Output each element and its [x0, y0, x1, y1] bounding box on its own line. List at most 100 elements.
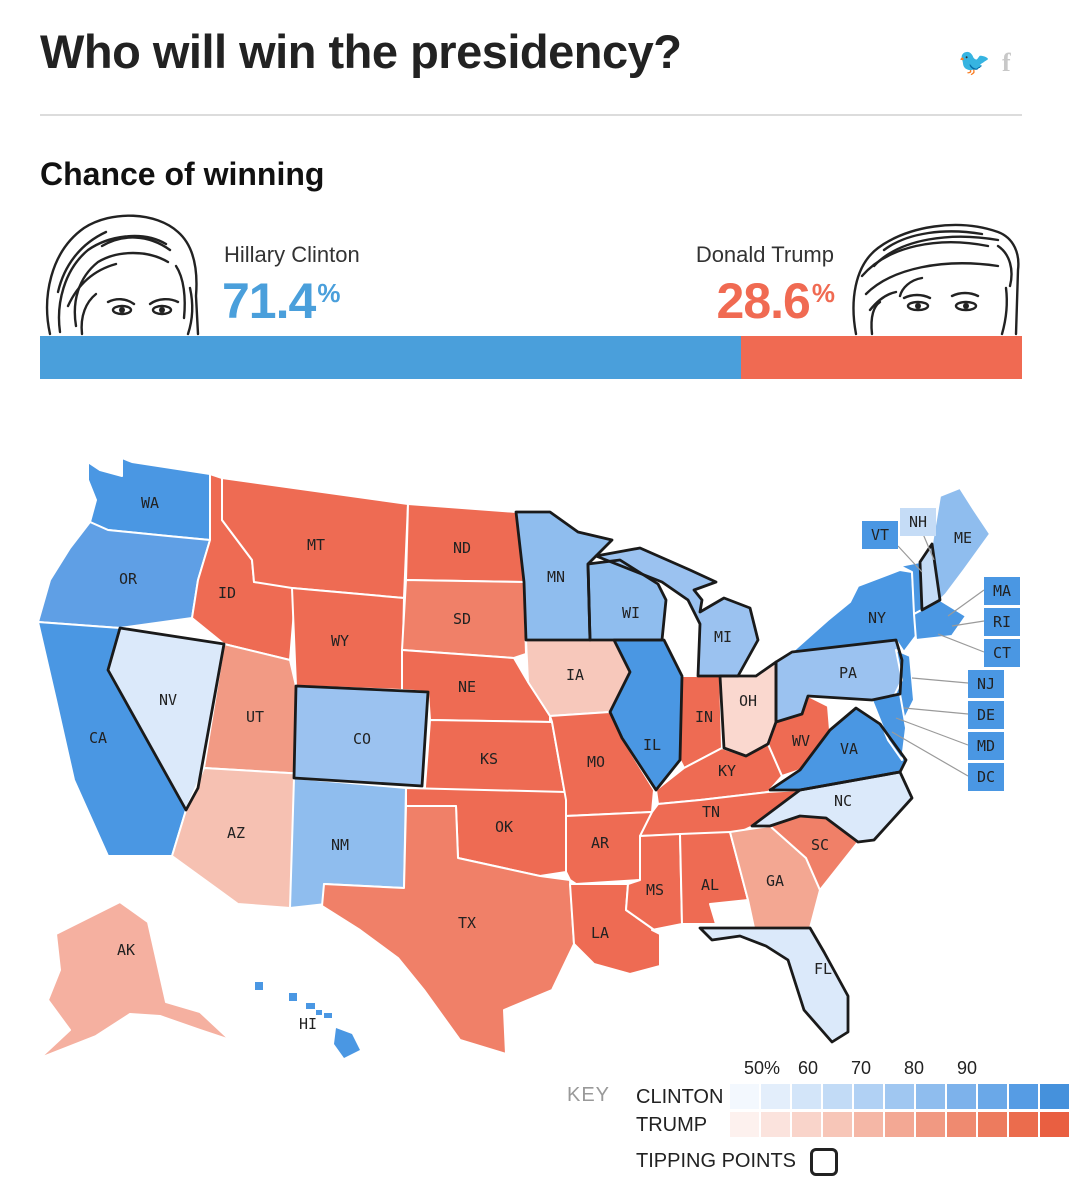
- legend-trump-swatch: [854, 1112, 883, 1137]
- label-OK: OK: [495, 818, 513, 836]
- label-OR: OR: [119, 570, 138, 588]
- label-MI: MI: [714, 628, 732, 646]
- legend-clinton-swatch: [792, 1084, 821, 1109]
- label-LA: LA: [591, 924, 609, 942]
- legend-clinton-swatch: [730, 1084, 759, 1109]
- legend-trump-scale: [730, 1112, 1071, 1137]
- legend-trump-swatch: [885, 1112, 914, 1137]
- label-IA: IA: [566, 666, 584, 684]
- label-PA: PA: [839, 664, 857, 682]
- label-TX: TX: [458, 914, 476, 932]
- label-WA: WA: [141, 494, 159, 512]
- state-ME[interactable]: [931, 487, 991, 601]
- legend-clinton-swatch: [978, 1084, 1007, 1109]
- legend-trump-swatch: [978, 1112, 1007, 1137]
- label-NC: NC: [834, 792, 852, 810]
- state-SD[interactable]: [401, 579, 527, 659]
- legend-tick: 60: [798, 1058, 819, 1078]
- state-FL[interactable]: [699, 927, 849, 1043]
- legend-clinton-label: CLINTON: [636, 1086, 724, 1108]
- state-TX[interactable]: [321, 805, 575, 1055]
- legend-clinton-swatch: [854, 1084, 883, 1109]
- state-box-VT[interactable]: [862, 521, 898, 549]
- clinton-bar-segment: [40, 336, 741, 379]
- label-VT: VT: [871, 526, 889, 544]
- label-IL: IL: [643, 736, 661, 754]
- label-RI: RI: [993, 613, 1011, 631]
- label-MS: MS: [646, 881, 664, 899]
- label-ID: ID: [218, 584, 236, 602]
- state-box-NJ[interactable]: [968, 670, 1004, 698]
- header-divider: [40, 114, 1022, 116]
- probability-bar: [40, 336, 1022, 379]
- legend-clinton-swatch: [1040, 1084, 1069, 1109]
- clinton-percentage: 71.4%: [222, 273, 340, 329]
- legend-clinton-swatch: [761, 1084, 790, 1109]
- label-ME: ME: [954, 529, 972, 547]
- state-box-NH[interactable]: [900, 508, 936, 536]
- state-box-DC[interactable]: [968, 763, 1004, 791]
- state-box-MD[interactable]: [968, 732, 1004, 760]
- state-box-RI[interactable]: [984, 608, 1020, 636]
- label-IN: IN: [695, 708, 713, 726]
- label-DC: DC: [977, 768, 995, 786]
- legend-clinton-swatch: [916, 1084, 945, 1109]
- label-MD: MD: [977, 737, 995, 755]
- label-NV: NV: [159, 691, 177, 709]
- label-NH: NH: [909, 513, 927, 531]
- label-AR: AR: [591, 834, 610, 852]
- state-HI[interactable]: [255, 982, 360, 1058]
- legend-trump-swatch: [823, 1112, 852, 1137]
- legend-tick: 50%: [744, 1058, 781, 1078]
- clinton-portrait: [45, 214, 200, 336]
- label-WV: WV: [792, 732, 810, 750]
- label-CA: CA: [89, 729, 107, 747]
- label-KY: KY: [718, 762, 736, 780]
- label-NM: NM: [331, 836, 349, 854]
- label-ND: ND: [453, 539, 471, 557]
- trump-bar-segment: [741, 336, 1022, 379]
- label-FL: FL: [814, 960, 832, 978]
- label-MT: MT: [307, 536, 325, 554]
- legend-tick: 90: [957, 1058, 978, 1078]
- legend-tipping-label: TIPPING POINTS: [636, 1150, 797, 1172]
- legend-tick: 80: [904, 1058, 925, 1078]
- label-DE: DE: [977, 706, 995, 724]
- legend-trump-swatch: [1009, 1112, 1038, 1137]
- trump-percentage: 28.6%: [716, 273, 835, 329]
- state-box-DE[interactable]: [968, 701, 1004, 729]
- facebook-icon[interactable]: f: [1002, 48, 1011, 77]
- state-box-MA[interactable]: [984, 577, 1020, 605]
- twitter-icon[interactable]: 🐦: [958, 48, 991, 78]
- label-MA: MA: [993, 582, 1011, 600]
- label-NJ: NJ: [977, 675, 995, 693]
- state-NY[interactable]: [791, 569, 917, 653]
- legend-clinton-swatch: [947, 1084, 976, 1109]
- label-KS: KS: [480, 750, 498, 768]
- label-NE: NE: [458, 678, 476, 696]
- legend-trump-swatch: [1040, 1112, 1069, 1137]
- legend-clinton-scale: [730, 1084, 1071, 1109]
- label-WI: WI: [622, 604, 640, 622]
- label-CO: CO: [353, 730, 371, 748]
- label-UT: UT: [246, 708, 264, 726]
- label-SC: SC: [811, 836, 829, 854]
- page-title: Who will win the presidency?: [40, 25, 682, 78]
- label-TN: TN: [702, 803, 720, 821]
- state-box-CT[interactable]: [984, 639, 1020, 667]
- label-CT: CT: [993, 644, 1011, 662]
- legend-clinton-swatch: [823, 1084, 852, 1109]
- legend-clinton-swatch: [1009, 1084, 1038, 1109]
- clinton-name: Hillary Clinton: [224, 242, 360, 267]
- label-AK: AK: [117, 941, 135, 959]
- legend-key-label: KEY: [567, 1084, 611, 1106]
- legend-trump-swatch: [947, 1112, 976, 1137]
- label-GA: GA: [766, 872, 784, 890]
- state-AK[interactable]: [39, 901, 231, 1059]
- legend-tick: 70: [851, 1058, 872, 1078]
- label-VA: VA: [840, 740, 858, 758]
- label-HI: HI: [299, 1015, 317, 1033]
- trump-name: Donald Trump: [695, 242, 834, 267]
- trump-portrait: [852, 223, 1020, 336]
- legend-trump-swatch: [730, 1112, 759, 1137]
